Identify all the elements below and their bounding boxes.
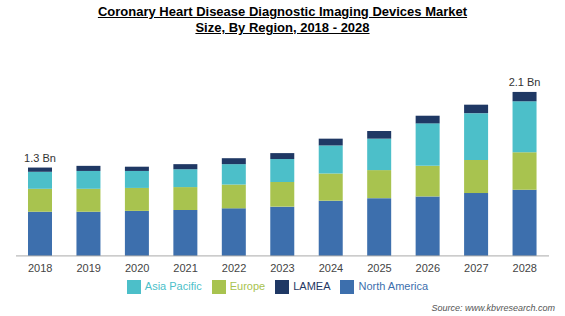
html-text:Coronary Heart Disease Diagnos: Coronary Heart Disease Diagnostic Imagin… (97, 4, 468, 19)
html-text:Size, By Region, 2018 - 2028: Size, By Region, 2018 - 2028 (195, 20, 370, 35)
svg-text:2020: 2020 (125, 262, 149, 274)
html-text:North America: North America (358, 279, 429, 292)
svg-text:2.1 Bn: 2.1 Bn (509, 76, 541, 88)
html-text:Source: www.kbvresearch.com: Source: www.kbvresearch.com (431, 303, 555, 313)
svg-text:2027: 2027 (464, 262, 488, 274)
svg-text:2021: 2021 (173, 262, 197, 274)
svg-text:2018: 2018 (28, 262, 52, 274)
svg-text:1.3 Bn: 1.3 Bn (24, 152, 56, 164)
html-text:Asia Pacific: Asia Pacific (144, 279, 202, 292)
svg-text:2022: 2022 (222, 262, 246, 274)
svg-text:2025: 2025 (367, 262, 391, 274)
svg-text:2019: 2019 (76, 262, 100, 274)
html-text:Europe: Europe (229, 279, 266, 292)
svg-text:2023: 2023 (270, 262, 294, 274)
html-text:LAMEA: LAMEA (293, 279, 331, 292)
svg-text:2028: 2028 (513, 262, 537, 274)
svg-text:2026: 2026 (416, 262, 440, 274)
svg-text:2024: 2024 (319, 262, 343, 274)
